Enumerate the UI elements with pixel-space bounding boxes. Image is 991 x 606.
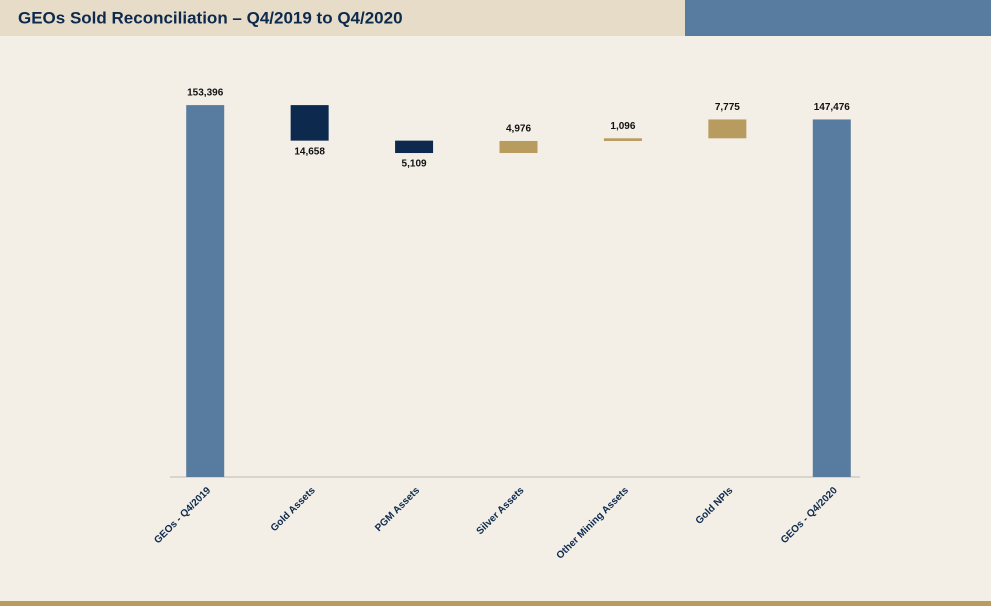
footer-rule [0,601,991,606]
bar [395,140,434,154]
bar [603,138,642,141]
bar [290,105,329,141]
value-label: 4,976 [506,124,531,135]
bar [708,119,747,139]
bar [812,119,851,477]
chart-title: GEOs Sold Reconciliation – Q4/2019 to Q4… [18,8,403,27]
header-accent [685,0,991,36]
title-band [0,0,685,36]
value-label: 153,396 [187,88,224,99]
bar [186,105,225,477]
value-label: 1,096 [610,121,635,132]
value-label: 7,775 [715,102,740,113]
value-label: 147,476 [814,102,851,113]
bar [499,140,538,154]
value-label: 14,658 [294,146,325,157]
value-label: 5,109 [402,159,427,170]
